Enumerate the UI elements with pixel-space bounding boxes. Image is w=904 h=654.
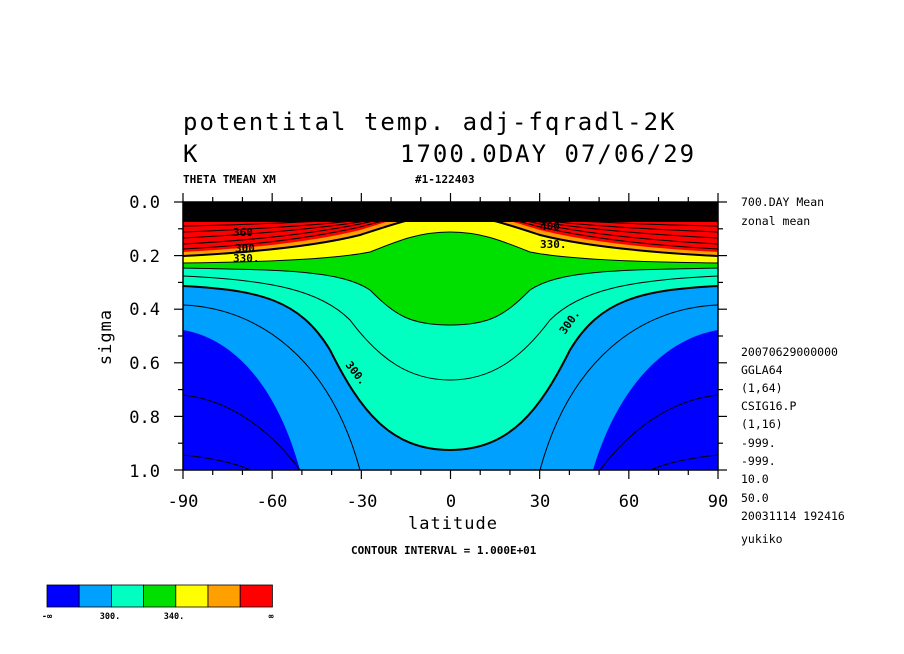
variable-description: THETA TMEAN XM bbox=[183, 173, 276, 186]
contour-label: 360 bbox=[233, 226, 253, 239]
side-info-line: 50.0 bbox=[741, 491, 769, 505]
y-axis-label: sigma bbox=[96, 309, 116, 365]
contour-label: 300 bbox=[235, 242, 255, 255]
colorbar-label: 340. bbox=[164, 612, 184, 622]
colorbar-swatch bbox=[111, 584, 145, 608]
y-tick-label: 0.8 bbox=[129, 408, 160, 428]
side-info-top: 700.DAY Mean zonal mean bbox=[741, 195, 824, 228]
colorbar-labels: -∞ 300. 340. ∞ bbox=[42, 612, 274, 622]
x-tick-label: -30 bbox=[347, 492, 378, 512]
side-info-line: 10.0 bbox=[741, 472, 769, 486]
x-tick-label: 90 bbox=[708, 492, 728, 512]
contour-label: 330. bbox=[233, 252, 260, 265]
contour-fills bbox=[183, 202, 718, 470]
contour-label: 400 bbox=[540, 220, 560, 233]
colorbar-swatch bbox=[175, 584, 209, 608]
x-tick-label: 0 bbox=[446, 492, 456, 512]
title-units: K bbox=[183, 140, 199, 168]
y-tick-labels: 0.0 0.2 0.4 0.6 0.8 1.0 bbox=[129, 193, 160, 482]
y-tick-label: 0.2 bbox=[129, 247, 160, 267]
colorbar-label: ∞ bbox=[268, 612, 273, 622]
side-info-line: (1,16) bbox=[741, 417, 783, 431]
colorbar-label: 300. bbox=[100, 612, 120, 622]
x-axis-label: latitude bbox=[408, 514, 498, 534]
x-tick-labels: -90 -60 -30 0 30 60 90 bbox=[168, 492, 729, 512]
y-tick-label: 0.0 bbox=[129, 193, 160, 213]
colorbar bbox=[46, 584, 273, 608]
side-info-line: zonal mean bbox=[741, 214, 810, 228]
contour-label: 460 bbox=[540, 202, 560, 215]
axis-ticks bbox=[174, 193, 727, 479]
side-info-line: CSIG16.P bbox=[741, 399, 796, 413]
x-tick-label: 60 bbox=[619, 492, 639, 512]
colorbar-swatch bbox=[239, 584, 273, 608]
colorbar-swatch bbox=[207, 584, 241, 608]
side-info-line: (1,64) bbox=[741, 381, 783, 395]
contour-label: 400 bbox=[228, 212, 248, 225]
colorbar-swatch bbox=[143, 584, 177, 608]
y-tick-label: 1.0 bbox=[129, 462, 160, 482]
colorbar-swatch bbox=[78, 584, 112, 608]
x-tick-label: 30 bbox=[530, 492, 550, 512]
side-info-line: GGLA64 bbox=[741, 363, 783, 377]
side-info-line: 700.DAY Mean bbox=[741, 195, 824, 209]
contour-interval-note: CONTOUR INTERVAL = 1.000E+01 bbox=[351, 544, 537, 557]
title-time: 1700.0DAY 07/06/29 bbox=[400, 140, 696, 168]
x-tick-label: -60 bbox=[257, 492, 288, 512]
side-info-line: -999. bbox=[741, 436, 776, 450]
side-info-line: 20070629000000 bbox=[741, 345, 838, 359]
contour-label: 330. bbox=[540, 238, 567, 251]
side-info-line: -999. bbox=[741, 454, 776, 468]
plot-title: potentital temp. adj-fqradl-2K bbox=[183, 108, 676, 136]
run-id: #1-122403 bbox=[415, 173, 475, 186]
side-info-line: yukiko bbox=[741, 532, 783, 546]
contour-lines bbox=[183, 208, 718, 470]
y-tick-label: 0.4 bbox=[129, 300, 160, 320]
side-info-line: 20031114 192416 bbox=[741, 509, 845, 523]
x-tick-label: -90 bbox=[168, 492, 199, 512]
colorbar-label: -∞ bbox=[42, 612, 52, 622]
colorbar-swatch bbox=[46, 584, 80, 608]
y-tick-label: 0.6 bbox=[129, 354, 160, 374]
side-info-bottom: 20070629000000 GGLA64 (1,64) CSIG16.P (1… bbox=[741, 345, 845, 546]
